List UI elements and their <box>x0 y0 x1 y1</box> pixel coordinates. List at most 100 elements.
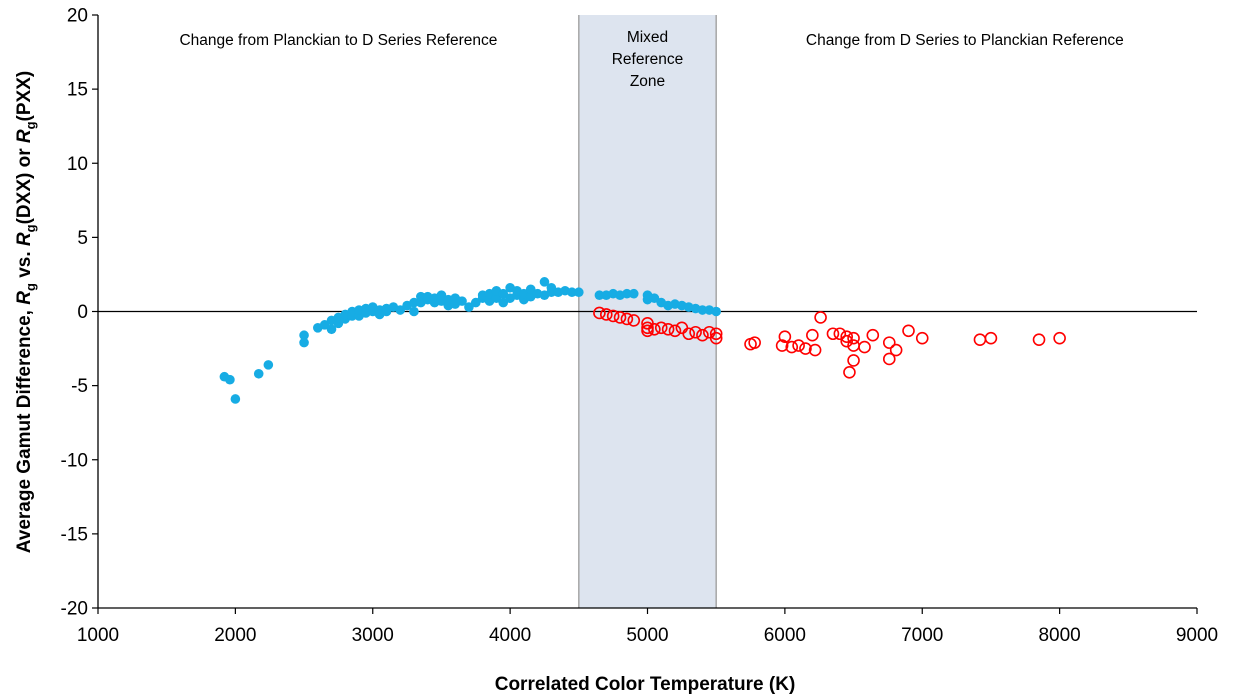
data-point-open <box>709 331 723 345</box>
data-point-filled <box>498 288 509 299</box>
zone-annotations: Change from Planckian to D Series Refere… <box>179 29 1123 90</box>
x-tick-label: 3000 <box>352 625 394 646</box>
data-point-open <box>696 328 709 342</box>
data-point-filled <box>299 330 309 341</box>
series-1 <box>219 277 721 404</box>
y-axis-title-prefix: Average Gamut Difference, <box>14 305 35 554</box>
data-point-open <box>620 312 634 326</box>
data-point-filled <box>649 293 660 303</box>
data-point-open <box>902 324 915 338</box>
data-point-open <box>833 327 847 341</box>
y-axis-title-r1: R <box>14 291 35 305</box>
data-point-open <box>778 330 792 344</box>
y-axis-title-r3: R <box>14 129 35 143</box>
data-point-open <box>661 322 675 336</box>
data-point-filled <box>594 290 605 300</box>
data-point-filled <box>436 290 447 300</box>
data-point-filled <box>253 368 264 379</box>
x-tick-label: 1000 <box>77 625 119 646</box>
data-point-filled <box>525 284 536 295</box>
data-point-filled <box>326 324 337 335</box>
data-point-open <box>792 339 805 352</box>
y-tick-label: 0 <box>77 302 88 323</box>
y-tick-label: -20 <box>61 599 88 620</box>
data-point-filled <box>225 374 235 385</box>
data-point-filled <box>546 287 557 298</box>
data-point-open <box>1032 333 1046 346</box>
data-point-open <box>808 343 822 357</box>
data-point-open <box>973 333 987 346</box>
y-tick-label: -5 <box>71 376 88 397</box>
x-tick-label: 6000 <box>764 625 806 646</box>
data-point-filled <box>409 297 419 308</box>
y-axis-title-r2: R <box>14 232 35 246</box>
x-tick-label: 2000 <box>214 625 256 646</box>
x-tick-label: 9000 <box>1176 625 1218 646</box>
y-axis-title-suffix: (PXX) <box>14 71 35 122</box>
data-point-open <box>709 327 723 341</box>
y-axis-title-sub1: g <box>23 283 38 291</box>
data-point-filled <box>498 297 509 308</box>
series-2 <box>593 306 1066 379</box>
data-point-filled <box>491 293 502 303</box>
data-point-filled <box>622 288 632 299</box>
y-tick-label: -15 <box>61 524 88 545</box>
x-tick-label: 5000 <box>626 625 668 646</box>
mixed-zone-label-line: Zone <box>630 73 665 90</box>
data-point-open <box>775 339 789 352</box>
data-point-open <box>1053 331 1066 345</box>
y-tick-label: 5 <box>77 228 88 249</box>
data-point-open <box>847 354 860 367</box>
data-point-filled <box>574 287 584 298</box>
x-tick-label: 7000 <box>901 625 943 646</box>
data-point-open <box>984 331 998 345</box>
data-point-filled <box>470 297 481 308</box>
tick-labels: -20 -15 -10 -5 0 5 10 15 20 1000 2000 3000 4000 5000 6… <box>61 6 1219 647</box>
data-point-open <box>748 336 761 349</box>
data-point-open <box>858 340 871 354</box>
mixed-zone-label-line: Reference <box>612 51 684 68</box>
data-point-open <box>682 327 696 341</box>
data-point-open <box>593 306 606 320</box>
data-point-open <box>799 342 812 355</box>
data-point-open <box>814 311 827 324</box>
data-point-open <box>648 322 661 336</box>
data-point-filled <box>628 288 639 299</box>
right-zone-label-line: Change from D Series to Planckian Refere… <box>806 32 1124 49</box>
left-zone-label-line: Change from Planckian to D Series Refere… <box>179 32 497 49</box>
data-points <box>219 277 1066 404</box>
data-point-filled <box>263 360 274 370</box>
data-point-open <box>606 309 620 323</box>
data-point-open <box>882 352 896 366</box>
data-point-filled <box>464 302 474 312</box>
y-axis-title-sub2: g <box>23 224 38 232</box>
data-point-open <box>889 343 903 357</box>
data-point-filled <box>711 306 721 317</box>
mixed-zone-label: Mixed Reference Zone <box>612 29 684 90</box>
data-point-filled <box>567 287 577 298</box>
data-point-open <box>843 365 856 379</box>
data-point-open <box>866 328 880 342</box>
data-point-filled <box>299 337 309 348</box>
data-point-open <box>641 324 654 338</box>
y-axis-title: Average Gamut Difference, Rg vs. Rg(DXX)… <box>14 71 38 554</box>
right-zone-label: Change from D Series to Planckian Refere… <box>806 32 1124 49</box>
x-axis-title: Correlated Color Temperature (K) <box>495 674 796 695</box>
left-zone-label: Change from Planckian to D Series Refere… <box>179 32 497 49</box>
data-point-filled <box>230 394 241 404</box>
data-point-open <box>627 314 641 327</box>
data-point-open <box>847 331 860 345</box>
data-point-filled <box>319 320 330 330</box>
data-point-open <box>826 327 840 341</box>
data-point-open <box>785 340 799 354</box>
data-point-filled <box>457 296 467 306</box>
y-tick-label: 10 <box>67 154 88 175</box>
data-point-open <box>689 325 702 339</box>
data-point-filled <box>697 305 708 315</box>
y-axis-title-mid1: vs. <box>14 246 35 283</box>
data-point-filled <box>395 305 406 315</box>
data-point-open <box>599 308 613 321</box>
y-tick-label: -10 <box>61 450 88 471</box>
data-point-filled <box>409 306 419 317</box>
